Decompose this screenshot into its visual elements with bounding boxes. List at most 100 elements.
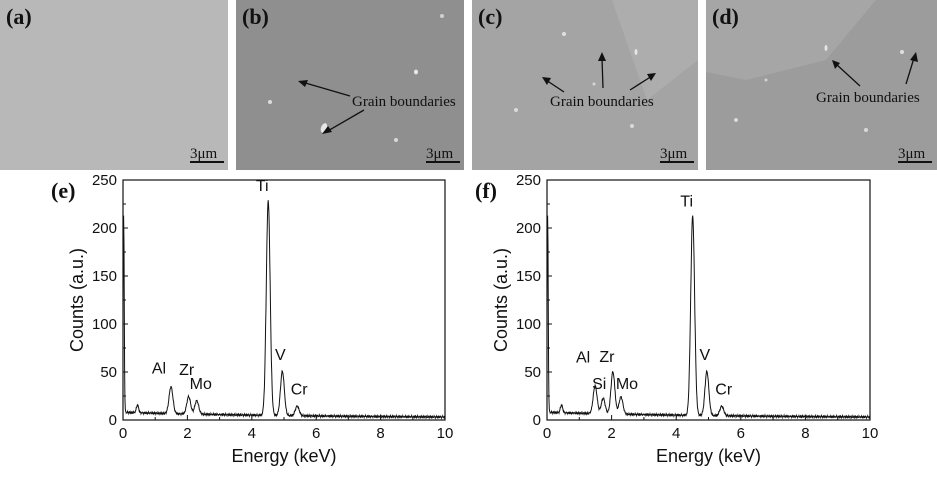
x-tick-label: 6	[312, 425, 320, 442]
peak-label-mo: Mo	[190, 376, 212, 393]
peak-label-ti: Ti	[256, 178, 269, 195]
x-tick-label: 4	[248, 425, 256, 442]
arrow-head	[910, 52, 918, 62]
arrow-head	[322, 126, 332, 134]
y-tick-label: 250	[516, 172, 541, 189]
sem-background	[0, 0, 228, 170]
chart-panel-label: (e)	[51, 178, 75, 203]
precipitate-dot	[764, 78, 768, 82]
peak-label-zr: Zr	[179, 362, 195, 379]
precipitate-dot	[268, 100, 272, 104]
arrow-line	[905, 57, 915, 85]
y-tick-label: 200	[92, 220, 117, 237]
scale-bar-label: 3μm	[660, 146, 688, 162]
grain-region	[706, 0, 876, 80]
peak-label-al: Al	[576, 349, 590, 366]
precipitate-dot	[394, 138, 398, 142]
x-tick-label: 4	[672, 425, 680, 442]
spectrum-line	[546, 215, 871, 420]
scale-bar-label: 3μm	[426, 146, 454, 162]
y-axis-label: Counts (a.u.)	[67, 248, 87, 352]
sem-panel-a: (a) 3μm	[0, 0, 228, 170]
peak-label-zr: Zr	[599, 349, 615, 366]
precipitate-dot	[900, 50, 904, 54]
x-axis-label: Energy (keV)	[231, 446, 336, 466]
sem-image-a: (a) 3μm	[0, 0, 228, 170]
scale-bar-label: 3μm	[898, 146, 926, 162]
spectrum-line	[122, 200, 446, 420]
precipitate-dot	[514, 108, 518, 112]
arrow-head	[647, 73, 656, 81]
x-axis-label: Energy (keV)	[656, 446, 761, 466]
peak-label-v: V	[275, 347, 286, 364]
peak-label-v: V	[700, 347, 711, 364]
arrow-line	[601, 57, 604, 89]
sem-image-d: (d) Grain boundaries 3μm	[706, 0, 937, 170]
x-tick-label: 10	[862, 425, 879, 442]
peak-label-mo: Mo	[616, 376, 638, 393]
precipitate-dot	[734, 118, 738, 122]
x-tick-label: 6	[737, 425, 745, 442]
eds-chart-f: 0 2 4 6 8 10 0 50 100 150 200 250 Energy (keV) Counts…	[468, 172, 937, 478]
grain-boundary-annotation: Grain boundaries	[816, 90, 920, 106]
y-tick-label: 100	[516, 316, 541, 333]
panel-label: (a)	[6, 4, 32, 29]
arrow-head	[598, 52, 606, 61]
precipitate-dot	[414, 69, 418, 75]
precipitate-dot	[562, 32, 566, 36]
x-tick-label: 0	[543, 425, 551, 442]
eds-chart-e: 0 2 4 6 8 10 0 50 100 150 200 250 Energy (keV) Counts…	[0, 172, 468, 478]
precipitate-dot	[592, 82, 596, 86]
sem-image-b: (b) Grain boundaries 3μm	[236, 0, 464, 170]
scale-bar-label: 3μm	[190, 146, 218, 162]
panel-label: (c)	[478, 4, 502, 29]
precipitate-dot	[630, 124, 634, 128]
arrow-line	[545, 79, 565, 93]
arrow-line	[835, 63, 861, 87]
x-tick-label: 0	[119, 425, 127, 442]
peak-label-al: Al	[152, 360, 166, 377]
precipitate-dot	[634, 49, 638, 55]
y-tick-label: 50	[100, 364, 117, 381]
y-axis-label: Counts (a.u.)	[491, 248, 511, 352]
y-tick-label: 250	[92, 172, 117, 189]
precipitate-dot	[864, 128, 868, 132]
peak-label-cr: Cr	[291, 382, 309, 399]
precipitate-dot	[824, 45, 828, 51]
grain-boundary-annotation: Grain boundaries	[550, 94, 654, 110]
x-tick-label: 8	[801, 425, 809, 442]
peak-label-ti: Ti	[680, 194, 693, 211]
arrow-line	[325, 109, 365, 133]
arrow-line	[301, 81, 351, 97]
y-tick-label: 150	[516, 268, 541, 285]
x-tick-label: 2	[183, 425, 191, 442]
sem-panel-b: (b) Grain boundaries 3μm	[236, 0, 464, 170]
sem-panel-d: (d) Grain boundaries 3μm	[706, 0, 937, 170]
y-tick-label: 100	[92, 316, 117, 333]
arrow-head	[832, 60, 840, 69]
x-tick-label: 10	[437, 425, 454, 442]
y-tick-label: 150	[92, 268, 117, 285]
grain-region	[612, 0, 698, 100]
chart-panel-label: (f)	[475, 178, 497, 203]
sem-panel-c: (c) Grain boundaries 3μm	[472, 0, 698, 170]
peak-label-si: Si	[592, 376, 606, 393]
y-tick-label: 0	[109, 412, 117, 429]
arrow-head	[298, 80, 308, 87]
arrow-line	[629, 75, 653, 91]
precipitate-dot	[440, 14, 444, 18]
sem-background	[236, 0, 464, 170]
y-tick-label: 200	[516, 220, 541, 237]
panel-label: (b)	[242, 4, 269, 29]
grain-boundary-annotation: Grain boundaries	[352, 94, 456, 110]
arrow-head	[542, 77, 551, 85]
peak-label-cr: Cr	[715, 382, 733, 399]
y-tick-label: 50	[524, 364, 541, 381]
x-tick-label: 2	[607, 425, 615, 442]
x-tick-label: 8	[376, 425, 384, 442]
y-tick-label: 0	[533, 412, 541, 429]
sem-image-c: (c) Grain boundaries 3μm	[472, 0, 698, 170]
panel-label: (d)	[712, 4, 739, 29]
